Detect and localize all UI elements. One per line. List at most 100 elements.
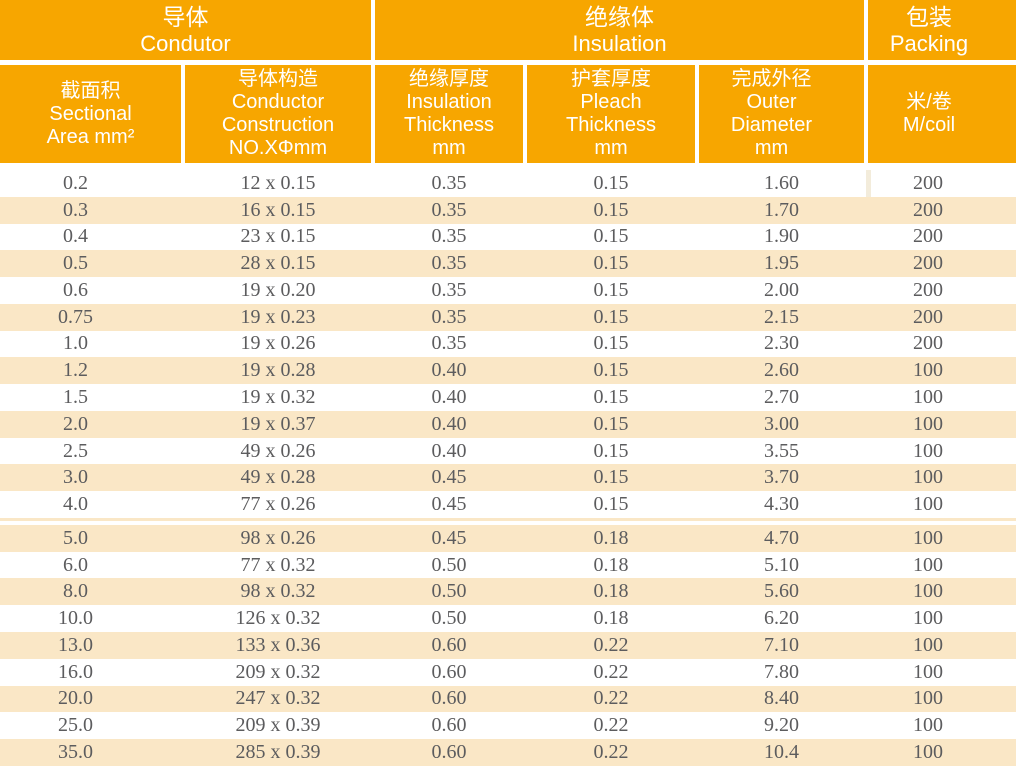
table-row: 20.0 247 x 0.32 0.60 0.22 8.40 100 bbox=[0, 685, 1016, 713]
cell-m-per-coil: 200 bbox=[866, 170, 1016, 197]
section-insulation-zh: 绝缘体 bbox=[585, 4, 654, 30]
cell-outer-diameter: 5.60 bbox=[764, 580, 799, 603]
col-label-line: 护套厚度 bbox=[571, 68, 651, 90]
cell-m-per-coil: 100 bbox=[913, 493, 943, 516]
table-row: 3.0 49 x 0.28 0.45 0.15 3.70 100 bbox=[0, 464, 1016, 492]
col-label-line: Construction bbox=[221, 114, 335, 136]
cell-m-per-coil: 100 bbox=[913, 439, 943, 462]
cell-m-per-coil: 100 bbox=[913, 633, 943, 656]
section-header-conductor: 导体 Condutor bbox=[0, 0, 371, 60]
cell-pleach-thickness: 0.18 bbox=[593, 580, 629, 603]
cell-insulation-thickness: 0.35 bbox=[431, 225, 467, 248]
table-row: 5.0 98 x 0.26 0.45 0.18 4.70 100 bbox=[0, 524, 1016, 552]
table-row: 6.0 77 x 0.32 0.50 0.18 5.10 100 bbox=[0, 551, 1016, 579]
cell-sectional-area: 3.0 bbox=[63, 466, 88, 489]
cell-outer-diameter: 10.4 bbox=[764, 740, 799, 763]
cell-m-per-coil: 100 bbox=[913, 687, 943, 710]
cell-conductor-construction: 98 x 0.32 bbox=[240, 580, 316, 603]
column-header-insulation-thickness: 绝缘厚度 Insulation Thickness mm bbox=[375, 65, 523, 163]
col-label-line: mm bbox=[594, 137, 628, 159]
cell-outer-diameter: 7.80 bbox=[764, 660, 799, 683]
cell-pleach-thickness: 0.22 bbox=[593, 687, 629, 710]
col-label-line: 完成外径 bbox=[731, 68, 812, 90]
cell-sectional-area: 4.0 bbox=[63, 493, 88, 516]
cell-m-per-coil: 100 bbox=[913, 740, 943, 763]
cell-pleach-thickness: 0.18 bbox=[593, 526, 629, 549]
cell-outer-diameter: 6.20 bbox=[764, 607, 799, 630]
cell-outer-diameter: 3.70 bbox=[764, 466, 799, 489]
cell-outer-diameter: 4.70 bbox=[764, 526, 799, 549]
section-header-packing: 包装 Packing bbox=[868, 0, 1016, 60]
cell-conductor-construction: 19 x 0.26 bbox=[240, 332, 316, 355]
cell-pleach-thickness: 0.15 bbox=[593, 493, 629, 516]
cell-insulation-thickness: 0.50 bbox=[431, 607, 467, 630]
cell-conductor-construction: 19 x 0.23 bbox=[240, 305, 316, 328]
section-insulation-en: Insulation bbox=[572, 31, 667, 56]
cell-insulation-thickness: 0.35 bbox=[431, 332, 467, 355]
cell-outer-diameter: 9.20 bbox=[764, 714, 799, 737]
cell-pleach-thickness: 0.22 bbox=[593, 740, 629, 763]
cell-sectional-area: 2.0 bbox=[63, 412, 88, 435]
cell-conductor-construction: 28 x 0.15 bbox=[240, 252, 316, 275]
cell-insulation-thickness: 0.35 bbox=[431, 305, 467, 328]
col-label-line: Diameter bbox=[730, 114, 813, 136]
cell-pleach-thickness: 0.18 bbox=[593, 553, 629, 576]
cell-conductor-construction: 23 x 0.15 bbox=[240, 225, 316, 248]
cell-sectional-area: 0.3 bbox=[63, 198, 88, 221]
table-row: 2.5 49 x 0.26 0.40 0.15 3.55 100 bbox=[0, 437, 1016, 465]
cell-pleach-thickness: 0.15 bbox=[593, 466, 629, 489]
cell-pleach-thickness: 0.15 bbox=[593, 225, 629, 248]
table-row: 0.4 23 x 0.15 0.35 0.15 1.90 200 bbox=[0, 223, 1016, 251]
cell-insulation-thickness: 0.35 bbox=[431, 171, 467, 194]
col-label-line: Thickness bbox=[565, 114, 657, 136]
cell-outer-diameter: 1.60 bbox=[764, 171, 799, 194]
col-label-line: mm bbox=[754, 137, 789, 159]
cell-sectional-area: 0.6 bbox=[63, 278, 88, 301]
table-row: 10.0 126 x 0.32 0.50 0.18 6.20 100 bbox=[0, 605, 1016, 633]
cell-outer-diameter: 3.55 bbox=[764, 439, 799, 462]
cell-pleach-thickness: 0.15 bbox=[593, 439, 629, 462]
cell-conductor-construction: 133 x 0.36 bbox=[235, 633, 321, 656]
cell-m-per-coil: 100 bbox=[913, 526, 943, 549]
cell-insulation-thickness: 0.35 bbox=[431, 198, 467, 221]
cell-pleach-thickness: 0.15 bbox=[593, 171, 629, 194]
cell-sectional-area: 1.5 bbox=[63, 386, 88, 408]
cell-conductor-construction: 285 x 0.39 bbox=[235, 740, 321, 763]
cell-pleach-thickness: 0.15 bbox=[593, 278, 629, 301]
cell-m-per-coil: 100 bbox=[913, 553, 943, 576]
cell-m-per-coil: 200 bbox=[913, 198, 943, 221]
cell-m-per-coil: 200 bbox=[913, 332, 943, 355]
section-conductor-zh: 导体 bbox=[162, 4, 209, 30]
cell-sectional-area: 0.75 bbox=[58, 305, 93, 328]
cell-pleach-thickness: 0.15 bbox=[593, 305, 629, 328]
cell-pleach-thickness: 0.22 bbox=[593, 714, 629, 737]
table-row: 2.0 19 x 0.37 0.40 0.15 3.00 100 bbox=[0, 410, 1016, 438]
cell-conductor-construction: 16 x 0.15 bbox=[240, 198, 316, 221]
cell-sectional-area: 1.2 bbox=[63, 359, 88, 382]
cell-m-per-coil: 100 bbox=[913, 386, 943, 408]
cell-m-per-coil: 200 bbox=[913, 305, 943, 328]
cell-sectional-area: 20.0 bbox=[58, 687, 93, 710]
table-row: 0.75 19 x 0.23 0.35 0.15 2.15 200 bbox=[0, 303, 1016, 331]
cell-pleach-thickness: 0.15 bbox=[593, 386, 629, 408]
column-header-pleach-thickness: 护套厚度 Pleach Thickness mm bbox=[527, 65, 695, 163]
col-label-line: Sectional bbox=[49, 102, 132, 125]
section-separator bbox=[0, 517, 1016, 525]
cell-pleach-thickness: 0.15 bbox=[593, 412, 629, 435]
cell-conductor-construction: 19 x 0.20 bbox=[240, 278, 316, 301]
cell-m-per-coil: 100 bbox=[913, 714, 943, 737]
cell-sectional-area: 35.0 bbox=[58, 740, 93, 763]
cell-insulation-thickness: 0.60 bbox=[431, 740, 467, 763]
cell-sectional-area: 0.2 bbox=[63, 171, 88, 194]
table-row: 25.0 209 x 0.39 0.60 0.22 9.20 100 bbox=[0, 712, 1016, 740]
cell-conductor-construction: 209 x 0.32 bbox=[235, 660, 321, 683]
cell-insulation-thickness: 0.40 bbox=[431, 412, 467, 435]
cell-pleach-thickness: 0.15 bbox=[593, 359, 629, 382]
section-header-row: 导体 Condutor 绝缘体 Insulation 包装 Packing bbox=[0, 0, 1016, 60]
cell-sectional-area: 2.5 bbox=[63, 439, 88, 462]
cell-insulation-thickness: 0.60 bbox=[431, 633, 467, 656]
cell-pleach-thickness: 0.15 bbox=[593, 332, 629, 355]
cell-outer-diameter: 2.60 bbox=[764, 359, 799, 382]
cell-insulation-thickness: 0.60 bbox=[431, 687, 467, 710]
section-header-insulation: 绝缘体 Insulation bbox=[375, 0, 864, 60]
